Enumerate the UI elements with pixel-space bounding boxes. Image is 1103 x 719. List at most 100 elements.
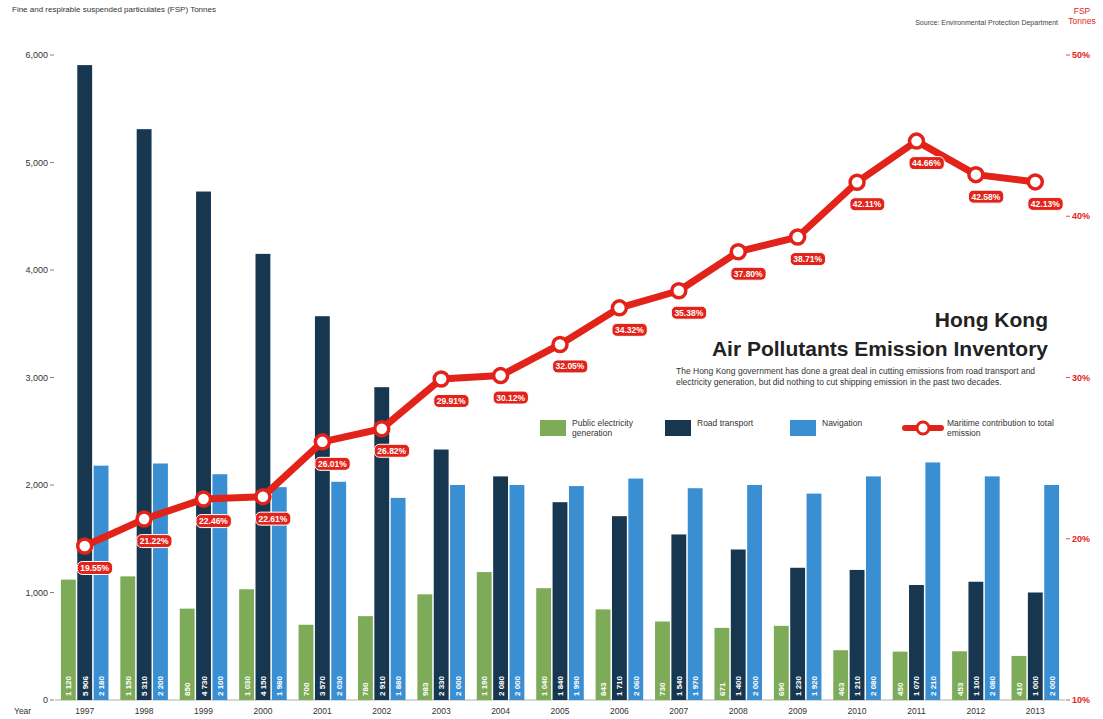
line-label: 35.38% [671, 306, 706, 319]
line-label-patch [374, 444, 409, 457]
bar [688, 488, 703, 700]
y-tick-label: 0 [43, 695, 48, 705]
line-label: 26.82% [374, 444, 409, 457]
bar [315, 316, 330, 700]
x-tick-label: 2010 [848, 706, 867, 716]
line-label: 21.22% [137, 535, 172, 548]
bar-label: 2 080 [869, 675, 878, 696]
bar-label: 1 210 [853, 675, 862, 696]
legend-label: Road transport [697, 418, 754, 428]
line-point [494, 369, 508, 383]
bar-label: 780 [361, 682, 370, 696]
bar [596, 609, 611, 700]
bar [212, 474, 227, 700]
bar [790, 568, 805, 700]
line-label-patch [790, 253, 825, 266]
line-point [1028, 175, 1042, 189]
bar [358, 616, 373, 700]
x-tick-label: 2009 [788, 706, 807, 716]
bar [477, 572, 492, 700]
subtitle: Air Pollutants Emission Inventory [712, 337, 1048, 360]
line-label-patch [493, 391, 528, 404]
bar-label: 450 [896, 682, 905, 696]
bar-label: 2 330 [437, 675, 446, 696]
x-tick-label: 1998 [135, 706, 154, 716]
bar [833, 650, 848, 700]
bar-label: 5 310 [140, 675, 149, 696]
line-label: 37.80% [731, 267, 766, 280]
bar-label: 2 080 [988, 675, 997, 696]
line-label: 38.71% [790, 253, 825, 266]
y-tick-label: 5,000 [25, 158, 48, 168]
text-line: Maritime contribution to total [947, 418, 1054, 428]
bar-label: 700 [302, 682, 311, 696]
bar [569, 486, 584, 700]
bar [714, 628, 729, 700]
bar [536, 588, 551, 700]
bar [493, 476, 508, 700]
line-point [256, 490, 270, 504]
text-line: generation [572, 428, 612, 438]
bar [196, 192, 211, 700]
x-axis-title: Year [14, 706, 31, 716]
bar-label: 1 000 [1031, 675, 1040, 696]
line-point [315, 435, 329, 449]
line-point [375, 422, 389, 436]
legend-label: Maritime contribution to totalemission [947, 418, 1054, 438]
y-tick [50, 485, 54, 486]
bar-label: 2 080 [497, 675, 506, 696]
y2-tick [1066, 55, 1070, 56]
y2-axis-title: FSPTonnes [1068, 6, 1095, 26]
line-label: 32.05% [553, 360, 588, 373]
line-label-text: 42.58% [971, 192, 1000, 202]
bar [331, 482, 346, 700]
x-tick-label: 2003 [432, 706, 451, 716]
text-line: Public electricity [572, 418, 634, 428]
bar [747, 485, 762, 700]
line-point [553, 337, 567, 351]
bar-label: 1 120 [64, 675, 73, 696]
x-tick-label: 2007 [669, 706, 688, 716]
line-label-text: 26.01% [318, 459, 347, 469]
y2-tick-label: 10% [1072, 695, 1090, 705]
x-tick-label: 1999 [194, 706, 213, 716]
text-line: The Hong Kong government has done a grea… [676, 366, 1035, 376]
bar-label: 983 [421, 682, 430, 696]
line-label-patch [196, 515, 231, 528]
bar-label: 1 880 [394, 675, 403, 696]
bar [850, 570, 865, 700]
line-label: 42.58% [968, 190, 1003, 203]
legend: Public electricitygeneration Road transpo… [540, 418, 1054, 438]
y-tick [50, 592, 54, 593]
line-label-patch [968, 190, 1003, 203]
bar-label: 1 100 [972, 675, 981, 696]
bar-label: 453 [956, 682, 965, 696]
line-label-patch [850, 198, 885, 211]
text-line: Tonnes [1068, 16, 1095, 26]
line-label-patch [137, 535, 172, 548]
bar [628, 479, 643, 700]
bar [450, 485, 465, 700]
bar-label: 1 190 [480, 675, 489, 696]
line-label-text: 42.11% [853, 199, 882, 209]
bar-label: 671 [718, 682, 727, 696]
bar [909, 585, 924, 700]
bar-label: 4 150 [259, 675, 268, 696]
bar-label: 1 540 [675, 675, 684, 696]
bar-label: 1 710 [615, 675, 624, 696]
data-labels: 1 1201 1508501 0307007809831 1901 040843… [64, 157, 1063, 696]
line-label-patch [909, 157, 944, 170]
x-tick-label: 2008 [729, 706, 748, 716]
x-tick-label: 2005 [551, 706, 570, 716]
line-label-text: 34.32% [615, 325, 644, 335]
text-line: Road transport [697, 418, 754, 428]
x-tick-label: 2000 [253, 706, 272, 716]
bar [120, 576, 135, 700]
bar-label: 2 100 [216, 675, 225, 696]
line-label-patch [731, 267, 766, 280]
line-point [197, 492, 211, 506]
source-note: Source: Environmental Protection Departm… [915, 19, 1058, 27]
bar [731, 550, 746, 701]
y2-tick-label: 50% [1072, 50, 1090, 60]
y2-tick [1066, 377, 1070, 378]
